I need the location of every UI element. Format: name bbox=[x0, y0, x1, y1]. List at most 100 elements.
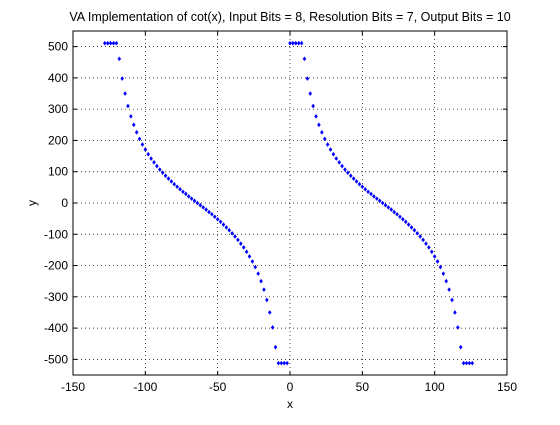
data-point bbox=[163, 173, 168, 179]
grid-layer bbox=[73, 31, 507, 375]
data-point bbox=[412, 227, 417, 233]
data-point bbox=[111, 40, 116, 46]
data-point bbox=[325, 142, 330, 147]
data-point bbox=[134, 130, 139, 135]
data-point bbox=[447, 287, 451, 292]
data-point bbox=[262, 287, 266, 292]
data-point bbox=[172, 181, 177, 187]
data-point bbox=[270, 325, 275, 330]
x-tick-label: 150 bbox=[497, 380, 517, 394]
data-point bbox=[244, 249, 249, 255]
data-point bbox=[181, 189, 185, 195]
data-point bbox=[299, 40, 304, 46]
y-axis-label: y bbox=[25, 200, 39, 206]
data-point bbox=[166, 176, 171, 181]
data-point bbox=[256, 271, 260, 276]
data-point bbox=[108, 40, 113, 46]
data-point bbox=[198, 202, 203, 208]
data-point bbox=[184, 191, 188, 197]
data-point bbox=[282, 360, 287, 366]
data-point bbox=[267, 310, 272, 315]
data-point bbox=[392, 209, 396, 215]
data-point bbox=[123, 91, 127, 96]
data-point bbox=[357, 181, 362, 187]
data-point bbox=[273, 344, 278, 350]
data-point bbox=[360, 184, 365, 190]
data-point bbox=[311, 103, 315, 109]
data-point bbox=[175, 184, 179, 190]
x-tick-label: -150 bbox=[61, 380, 85, 394]
data-point bbox=[158, 167, 162, 172]
data-point bbox=[401, 216, 405, 222]
data-point bbox=[140, 142, 145, 147]
data-point bbox=[117, 56, 122, 62]
data-point bbox=[291, 40, 295, 46]
y-tick-label: -300 bbox=[44, 290, 68, 304]
data-point bbox=[415, 231, 420, 236]
chart-title: VA Implementation of cot(x), Input Bits … bbox=[69, 10, 510, 24]
data-point bbox=[470, 360, 475, 366]
y-tick-label: -200 bbox=[44, 259, 68, 273]
data-point bbox=[137, 136, 142, 142]
data-point bbox=[363, 186, 368, 192]
data-point bbox=[331, 151, 336, 157]
data-point bbox=[389, 207, 394, 212]
data-point bbox=[221, 222, 226, 227]
y-tick-label: 200 bbox=[48, 133, 68, 147]
y-tick-label: 400 bbox=[48, 71, 68, 85]
data-point bbox=[114, 40, 119, 46]
data-point bbox=[212, 214, 217, 220]
data-point bbox=[308, 91, 313, 96]
data-point bbox=[314, 114, 318, 119]
data-point bbox=[346, 170, 350, 175]
x-tick-label: 0 bbox=[287, 380, 294, 394]
data-point bbox=[201, 205, 205, 210]
x-tick-label: 100 bbox=[425, 380, 445, 394]
data-point bbox=[403, 219, 408, 225]
data-point bbox=[105, 40, 110, 46]
data-point bbox=[343, 167, 347, 172]
ticks-layer: -150 -100 -50 0 50 100 150-500-400-300-200-100… bbox=[44, 31, 517, 394]
data-point bbox=[224, 225, 229, 230]
data-point bbox=[126, 103, 130, 109]
data-point bbox=[276, 360, 281, 366]
data-point bbox=[239, 241, 243, 246]
data-point bbox=[380, 200, 385, 206]
data-point bbox=[366, 189, 370, 195]
data-point bbox=[178, 186, 182, 192]
data-point bbox=[464, 360, 469, 366]
data-point bbox=[406, 222, 411, 227]
y-tick-label: -500 bbox=[44, 352, 68, 366]
data-point bbox=[334, 156, 339, 161]
data-point bbox=[236, 237, 240, 243]
data-point bbox=[241, 245, 246, 250]
y-tick-label: -100 bbox=[44, 227, 68, 241]
data-point bbox=[288, 40, 292, 46]
x-tick-label: 50 bbox=[356, 380, 370, 394]
y-tick-label: 300 bbox=[48, 102, 68, 116]
data-point bbox=[429, 249, 434, 255]
data-point bbox=[160, 170, 165, 175]
data-point bbox=[195, 200, 200, 206]
data-point bbox=[375, 196, 379, 201]
data-point bbox=[230, 231, 234, 236]
data-point bbox=[155, 163, 159, 169]
data-point bbox=[418, 234, 422, 239]
x-axis-label: x bbox=[287, 397, 293, 411]
data-point bbox=[305, 76, 310, 81]
data-point bbox=[317, 122, 321, 128]
data-point bbox=[427, 245, 431, 250]
data-point bbox=[253, 264, 258, 270]
data-point bbox=[143, 147, 148, 152]
data-point bbox=[424, 241, 428, 246]
data-point bbox=[337, 160, 341, 165]
data-point bbox=[189, 196, 194, 201]
data-point bbox=[265, 297, 269, 303]
data-point bbox=[322, 136, 327, 142]
data-point bbox=[247, 254, 252, 259]
data-point bbox=[131, 122, 136, 128]
data-point bbox=[293, 40, 298, 46]
data-point bbox=[215, 216, 220, 222]
